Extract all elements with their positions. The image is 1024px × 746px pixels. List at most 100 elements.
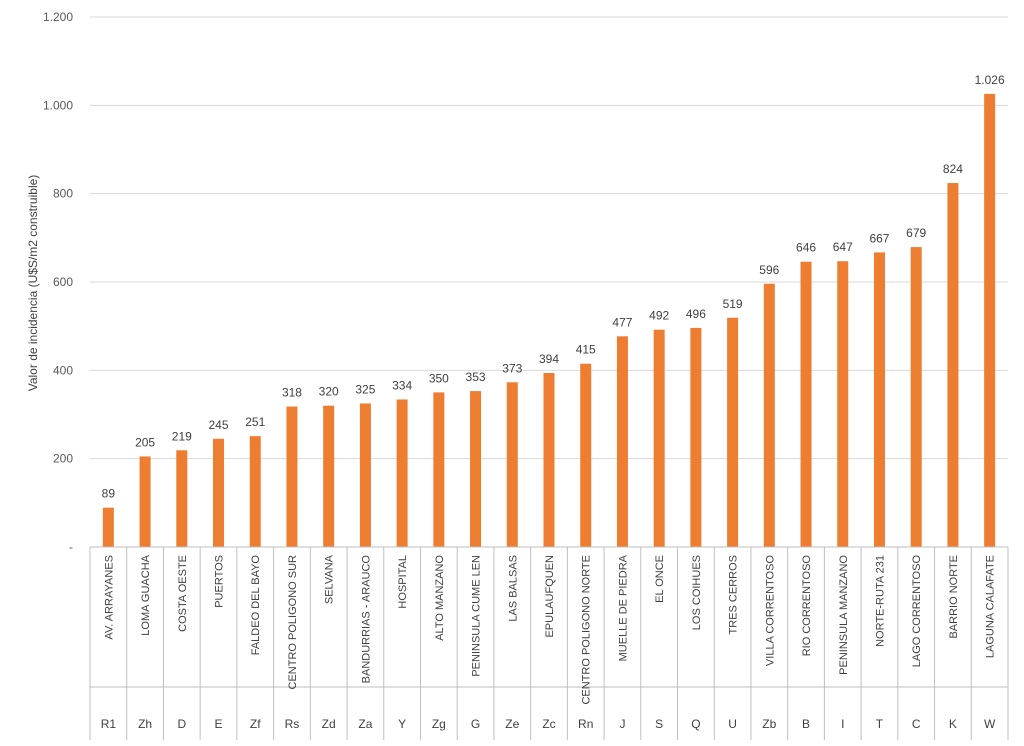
y-tick-label: 1.200 [43, 10, 73, 24]
bar [873, 252, 885, 548]
bar [984, 93, 996, 547]
data-label: 519 [723, 297, 743, 311]
bar [616, 336, 628, 547]
category-labels: AV. ARRAYANES LOMA GUACHA COSTA OESTE PUERT… [103, 554, 996, 704]
category-label: EL ONCE [654, 555, 666, 603]
category-code: E [215, 717, 223, 731]
category-label: BANDURRIAS - ARAUCO [360, 555, 372, 684]
bar [470, 391, 482, 547]
data-label: 251 [245, 415, 265, 429]
data-labels: 89 205 219 245 251 318 320 325 334 350 353 373 394 41… [102, 73, 1005, 501]
category-label: VILLA CORRENTOSO [764, 555, 776, 666]
data-label: 492 [649, 309, 669, 323]
y-axis-title: Valor de incidencia (U$S/m2 construible) [26, 175, 40, 392]
bar [580, 363, 592, 547]
data-label: 318 [282, 386, 302, 400]
bar [543, 372, 555, 547]
bar [690, 327, 702, 547]
category-label: LAGUNA CALAFATE [985, 555, 997, 658]
category-label: AV. ARRAYANES [103, 555, 115, 640]
bar [837, 261, 849, 547]
data-label: 245 [209, 418, 229, 432]
category-code: I [841, 717, 844, 731]
category-code: Zb [762, 717, 776, 731]
data-label: 219 [172, 429, 192, 443]
data-label: 667 [869, 231, 889, 245]
bar [763, 283, 775, 547]
bar [286, 406, 298, 547]
category-code: Zc [542, 717, 555, 731]
data-label: 824 [943, 162, 963, 176]
y-tick-label: 800 [53, 187, 73, 201]
category-label: FALDEO DEL BAYO [250, 555, 262, 656]
category-code: Zf [250, 717, 261, 731]
category-label: CENTRO POLIGONO SUR [287, 555, 299, 690]
y-tick-label: 400 [53, 363, 73, 377]
bar [249, 436, 261, 547]
data-label: 679 [906, 226, 926, 240]
category-code: Zg [432, 717, 446, 731]
data-label: 325 [355, 382, 375, 396]
category-label: LAGO CORRENTOSO [911, 555, 923, 668]
bar [727, 317, 739, 547]
category-code: Q [691, 717, 700, 731]
category-label: CENTRO POLIGONO NORTE [581, 555, 593, 705]
category-code: B [802, 717, 810, 731]
gridlines [90, 16, 1008, 460]
category-code: R1 [101, 717, 117, 731]
category-code: Za [358, 717, 372, 731]
bar [359, 403, 371, 547]
data-label: 350 [429, 371, 449, 385]
category-label: LOS COIHUES [691, 555, 703, 630]
category-code: S [655, 717, 663, 731]
y-tick-label: - [69, 540, 73, 554]
category-code: T [876, 717, 884, 731]
category-label: BARRIO NORTE [948, 555, 960, 639]
bar [139, 456, 151, 547]
category-label: LAS BALSAS [507, 555, 519, 622]
category-code: G [471, 717, 480, 731]
data-label: 646 [796, 241, 816, 255]
category-label: PUERTOS [214, 555, 226, 608]
category-code: Ze [505, 717, 519, 731]
bar [323, 405, 335, 547]
category-code: U [728, 717, 737, 731]
bar [800, 261, 812, 547]
data-label: 496 [686, 307, 706, 321]
y-tick-label: 200 [53, 452, 73, 466]
bar [396, 399, 408, 547]
bar [506, 382, 518, 547]
data-label: 320 [319, 385, 339, 399]
bar [653, 329, 665, 547]
data-label: 205 [135, 435, 155, 449]
category-code: K [949, 717, 957, 731]
category-label: PENINSULA CUME LEN [471, 555, 483, 677]
category-label: EPULAUFQUEN [544, 555, 556, 638]
data-label: 596 [759, 263, 779, 277]
data-label: 394 [539, 352, 559, 366]
category-label: TRES CERROS [728, 555, 740, 634]
bars [102, 93, 996, 548]
category-label: MUELLE DE PIEDRA [617, 554, 629, 661]
bar [433, 392, 445, 547]
category-code: Y [398, 717, 406, 731]
data-label: 415 [576, 343, 596, 357]
category-label: PENINSULA MANZANO [838, 555, 850, 675]
category-code: Zd [322, 717, 336, 731]
category-label: COSTA OESTE [177, 555, 189, 632]
category-codes: R1 Zh D E Zf Rs Zd Za Y Zg G Ze Zc Rn J S Q U Zb B I T C K W [101, 717, 996, 731]
bar [947, 183, 959, 548]
data-label: 1.026 [975, 73, 1005, 87]
bar [176, 450, 188, 547]
category-code: Zh [138, 717, 152, 731]
category-code: D [177, 717, 186, 731]
category-label: SELVANA [324, 554, 336, 604]
data-label: 477 [612, 315, 632, 329]
data-label: 647 [833, 240, 853, 254]
data-label: 373 [502, 361, 522, 375]
category-code: J [619, 717, 625, 731]
y-axis-ticks: - 200 400 600 800 1.000 1.200 [43, 10, 73, 554]
data-label: 353 [466, 370, 486, 384]
y-tick-label: 1.000 [43, 98, 73, 112]
